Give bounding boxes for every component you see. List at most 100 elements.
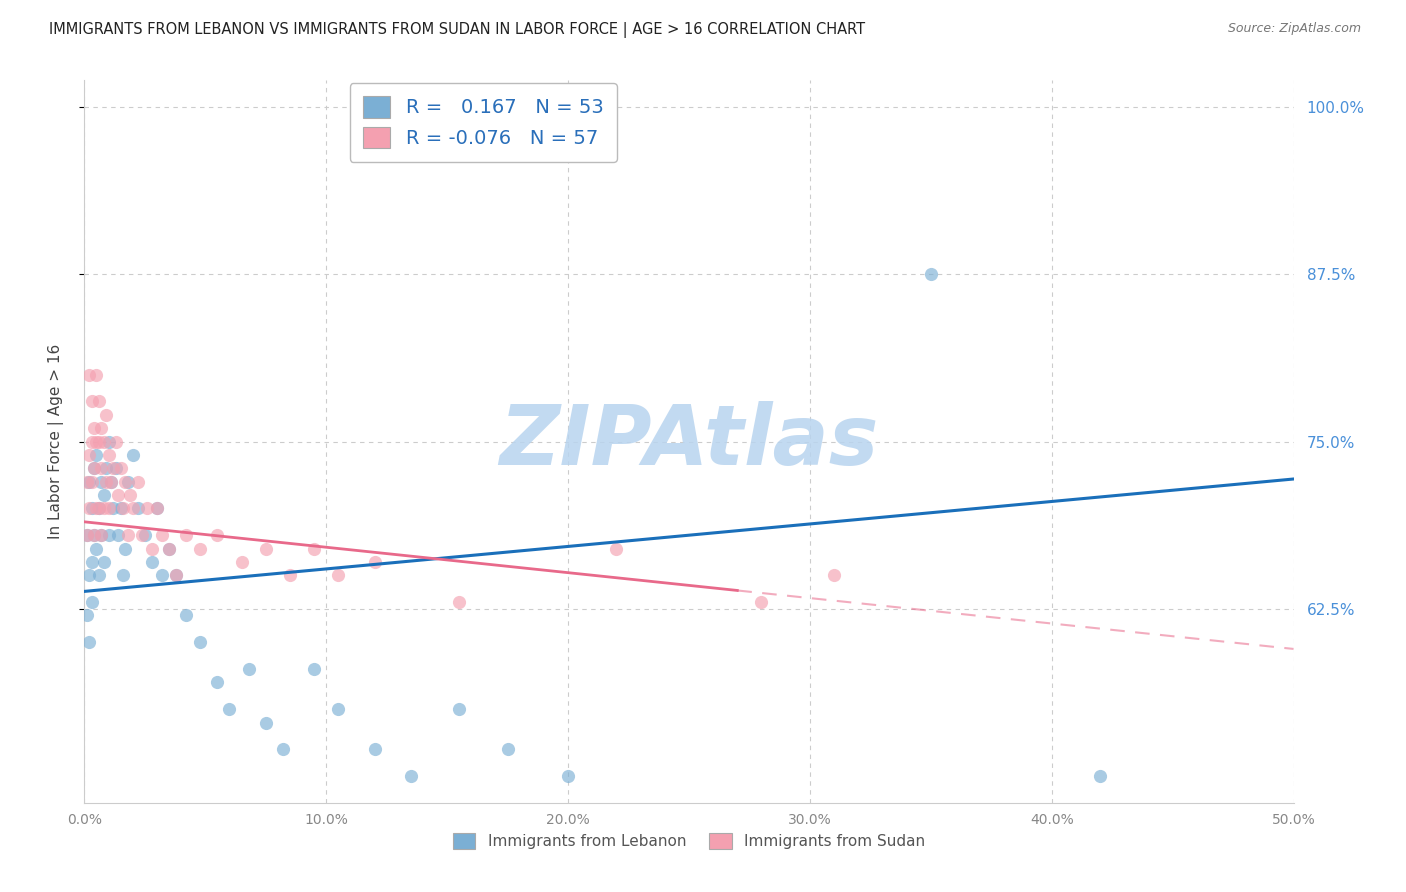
Point <box>97 448 120 462</box>
Point <box>363 742 385 756</box>
Point <box>174 608 197 623</box>
Point <box>134 528 156 542</box>
Point <box>112 501 135 516</box>
Point <box>131 528 153 542</box>
Point <box>86 434 108 449</box>
Point <box>90 421 112 435</box>
Point <box>114 541 136 556</box>
Point <box>146 501 169 516</box>
Legend: Immigrants from Lebanon, Immigrants from Sudan: Immigrants from Lebanon, Immigrants from… <box>444 825 934 856</box>
Point <box>77 448 100 462</box>
Point <box>76 528 98 542</box>
Point <box>77 368 100 382</box>
Point <box>107 528 129 542</box>
Point <box>87 501 110 516</box>
Point <box>110 501 132 516</box>
Point <box>100 475 122 489</box>
Point <box>121 448 143 462</box>
Point <box>399 769 422 783</box>
Point <box>605 541 627 556</box>
Point <box>165 568 187 582</box>
Point <box>112 568 135 582</box>
Point <box>83 421 105 435</box>
Point <box>141 541 163 556</box>
Point <box>86 368 108 382</box>
Point <box>104 434 127 449</box>
Point <box>90 528 112 542</box>
Point <box>174 528 197 542</box>
Point <box>254 715 277 730</box>
Point <box>117 475 139 489</box>
Point <box>751 595 773 609</box>
Point <box>90 475 112 489</box>
Point <box>90 528 112 542</box>
Point <box>77 568 100 582</box>
Point <box>93 555 115 569</box>
Point <box>83 461 105 475</box>
Point <box>97 501 120 516</box>
Point <box>103 461 125 475</box>
Point <box>104 461 127 475</box>
Point <box>77 501 100 516</box>
Point <box>127 501 149 516</box>
Point <box>114 475 136 489</box>
Point <box>87 568 110 582</box>
Point <box>83 461 105 475</box>
Point <box>76 608 98 623</box>
Point <box>363 555 385 569</box>
Point <box>271 742 294 756</box>
Point <box>90 461 112 475</box>
Point <box>920 268 942 282</box>
Point <box>93 434 115 449</box>
Point <box>94 408 117 422</box>
Point <box>100 475 122 489</box>
Point <box>157 541 180 556</box>
Point <box>449 595 471 609</box>
Point <box>80 501 103 516</box>
Point <box>86 501 108 516</box>
Point <box>86 541 108 556</box>
Point <box>80 434 103 449</box>
Point <box>83 528 105 542</box>
Point <box>823 568 845 582</box>
Point <box>80 475 103 489</box>
Point <box>1088 769 1111 783</box>
Point <box>120 488 142 502</box>
Point <box>146 501 169 516</box>
Point <box>254 541 277 556</box>
Point <box>207 675 229 690</box>
Point <box>87 394 110 409</box>
Point <box>80 595 103 609</box>
Point <box>103 501 125 516</box>
Point <box>218 702 240 716</box>
Point <box>302 541 325 556</box>
Point <box>83 528 105 542</box>
Point <box>157 541 180 556</box>
Point <box>328 568 350 582</box>
Point <box>87 501 110 516</box>
Text: Source: ZipAtlas.com: Source: ZipAtlas.com <box>1227 22 1361 36</box>
Point <box>207 528 229 542</box>
Point <box>76 475 98 489</box>
Text: ZIPAtlas: ZIPAtlas <box>499 401 879 482</box>
Point <box>94 475 117 489</box>
Point <box>76 528 98 542</box>
Point <box>328 702 350 716</box>
Point <box>121 501 143 516</box>
Point <box>165 568 187 582</box>
Point <box>231 555 253 569</box>
Y-axis label: In Labor Force | Age > 16: In Labor Force | Age > 16 <box>48 344 63 539</box>
Point <box>190 635 212 649</box>
Point <box>77 635 100 649</box>
Point <box>150 568 173 582</box>
Point <box>80 394 103 409</box>
Point <box>449 702 471 716</box>
Point <box>77 475 100 489</box>
Point <box>87 434 110 449</box>
Point <box>97 528 120 542</box>
Point <box>150 528 173 542</box>
Text: IMMIGRANTS FROM LEBANON VS IMMIGRANTS FROM SUDAN IN LABOR FORCE | AGE > 16 CORRE: IMMIGRANTS FROM LEBANON VS IMMIGRANTS FR… <box>49 22 865 38</box>
Point <box>141 555 163 569</box>
Point <box>117 528 139 542</box>
Point <box>190 541 212 556</box>
